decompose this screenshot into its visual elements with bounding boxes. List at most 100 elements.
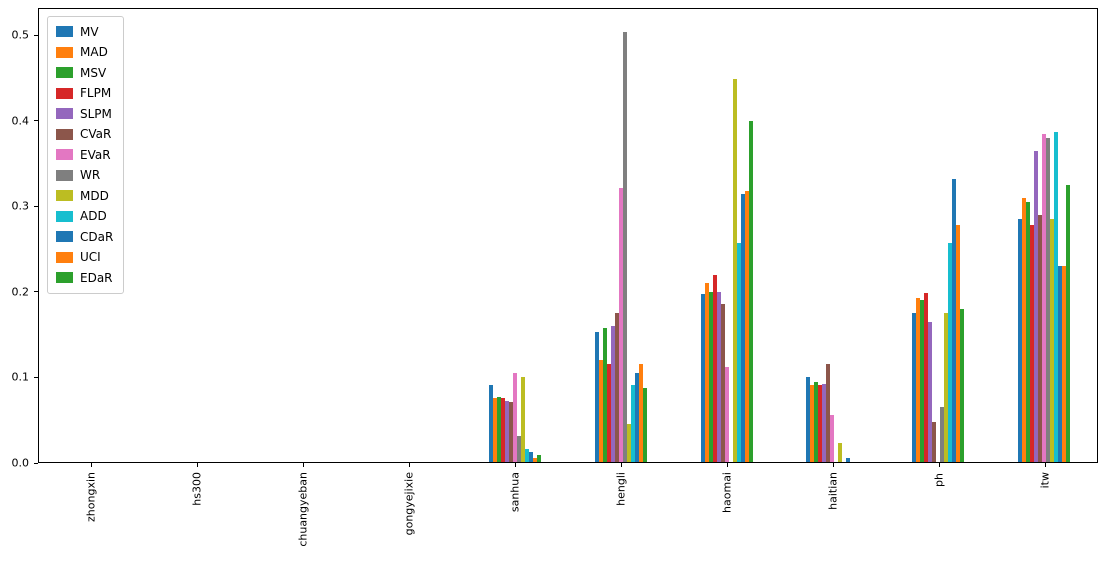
bar-SLPM-haitian [822, 383, 827, 462]
bar-group-chuangyeban [251, 9, 357, 462]
x-tick-label: ph [933, 472, 946, 491]
bar-UCI-sanhua [533, 457, 538, 462]
x-tick-label: itw [1039, 472, 1052, 492]
legend-item-SLPM: SLPM [56, 105, 113, 123]
bar-WR-ph [940, 406, 945, 462]
category-label: zhongxin [84, 472, 98, 522]
legend-label: MDD [80, 188, 109, 203]
category-label: chuangyeban [296, 472, 310, 547]
bar-MV-itw [1018, 219, 1023, 462]
legend-item-MV: MV [56, 23, 113, 41]
y-tick-label: 0.5 [11, 28, 30, 42]
legend-label: EVaR [80, 147, 111, 162]
bar-ADD-ph [948, 243, 953, 462]
legend-label: SLPM [80, 106, 112, 121]
bars-layer [39, 9, 1097, 462]
bar-ADD-itw [1054, 132, 1059, 462]
legend-item-CVaR: CVaR [56, 126, 113, 144]
bar-group-gongyejixie [356, 9, 462, 462]
legend-label: FLPM [80, 86, 112, 101]
legend-swatch [56, 169, 73, 181]
bar-CDaR-haomai [740, 193, 745, 462]
bar-FLPM-hengli [606, 364, 611, 462]
legend-label: EDaR [80, 270, 113, 285]
bar-MDD-haomai [732, 78, 737, 462]
category-label: hengli [614, 472, 628, 506]
bar-CVaR-sanhua [509, 402, 514, 462]
x-tick-label: haitian [827, 472, 840, 514]
bar-group-itw [991, 9, 1097, 462]
bar-EVaR-sanhua [513, 372, 518, 462]
bar-SLPM-sanhua [505, 400, 510, 462]
x-tick-label: gongyejixie [403, 472, 416, 539]
y-tick-mark [34, 376, 38, 378]
bar-MSV-haomai [708, 291, 713, 462]
y-tick-label: 0.1 [11, 370, 30, 384]
bar-MSV-itw [1026, 202, 1031, 462]
bar-EDaR-ph [960, 308, 965, 462]
y-tick-label: 0.3 [11, 199, 30, 213]
bar-MSV-ph [920, 300, 925, 462]
legend-swatch [56, 128, 73, 140]
bar-EVaR-haitian [830, 415, 835, 462]
legend-item-MSV: MSV [56, 64, 113, 82]
x-tick-mark [938, 463, 940, 467]
bar-MSV-hengli [602, 328, 607, 462]
legend-label: MSV [80, 65, 107, 80]
legend-item-ADD: ADD [56, 208, 113, 226]
x-tick-mark [514, 463, 516, 467]
y-tick-label: 0.0 [11, 456, 30, 470]
x-tick-label: zhongxin [85, 472, 98, 526]
bar-group-hengli [568, 9, 674, 462]
bar-MAD-haitian [810, 385, 815, 462]
category-label: hs300 [190, 472, 204, 506]
y-tick-label: 0.4 [11, 114, 30, 128]
category-label: itw [1038, 472, 1052, 489]
bar-FLPM-ph [924, 293, 929, 462]
legend-label: MAD [80, 45, 108, 60]
legend-label: CVaR [80, 127, 112, 142]
bar-CVaR-hengli [614, 313, 619, 462]
bar-MV-hengli [594, 331, 599, 462]
bar-FLPM-haomai [712, 274, 717, 462]
bar-CVaR-haitian [826, 364, 831, 462]
bar-MV-ph [912, 313, 917, 462]
y-tick-label: 0.2 [11, 285, 30, 299]
bar-EDaR-itw [1066, 185, 1071, 462]
category-label: ph [932, 473, 946, 487]
x-tick-mark [620, 463, 622, 467]
legend-item-FLPM: FLPM [56, 85, 113, 103]
legend-item-EDaR: EDaR [56, 269, 113, 287]
bar-CDaR-ph [952, 179, 957, 462]
y-tick-mark [34, 120, 38, 122]
bar-CDaR-itw [1058, 266, 1063, 462]
legend-swatch [56, 26, 73, 38]
legend-swatch [56, 108, 73, 120]
bar-MDD-itw [1050, 219, 1055, 462]
bar-UCI-itw [1062, 266, 1067, 462]
bar-CDaR-hengli [634, 372, 639, 462]
legend-swatch [56, 190, 73, 202]
bar-MAD-itw [1022, 198, 1027, 462]
bar-CDaR-sanhua [529, 451, 534, 462]
bar-WR-hengli [622, 32, 627, 462]
bar-group-hs300 [145, 9, 251, 462]
y-tick-mark [34, 462, 38, 464]
legend-item-MAD: MAD [56, 44, 113, 62]
bar-UCI-ph [956, 225, 961, 462]
bar-CVaR-itw [1038, 215, 1043, 462]
x-tick-label: chuangyeban [297, 472, 310, 551]
bar-MDD-sanhua [521, 376, 526, 462]
bar-SLPM-itw [1034, 151, 1039, 462]
category-label: sanhua [508, 472, 522, 513]
legend-swatch [56, 149, 73, 161]
legend: MV MAD MSV FLPM SLPM CVaR EVaR WR MDD ADD CDaR UCI E… [47, 16, 125, 294]
x-tick-label: haomai [721, 472, 734, 517]
bar-EDaR-hengli [642, 387, 647, 462]
y-axis: 0.0 0.1 0.2 0.3 0.4 0.5 [0, 8, 38, 470]
bar-UCI-haomai [744, 191, 749, 462]
category-label: haitian [826, 472, 840, 510]
bar-MAD-sanhua [493, 398, 498, 462]
bar-MAD-hengli [598, 359, 603, 462]
